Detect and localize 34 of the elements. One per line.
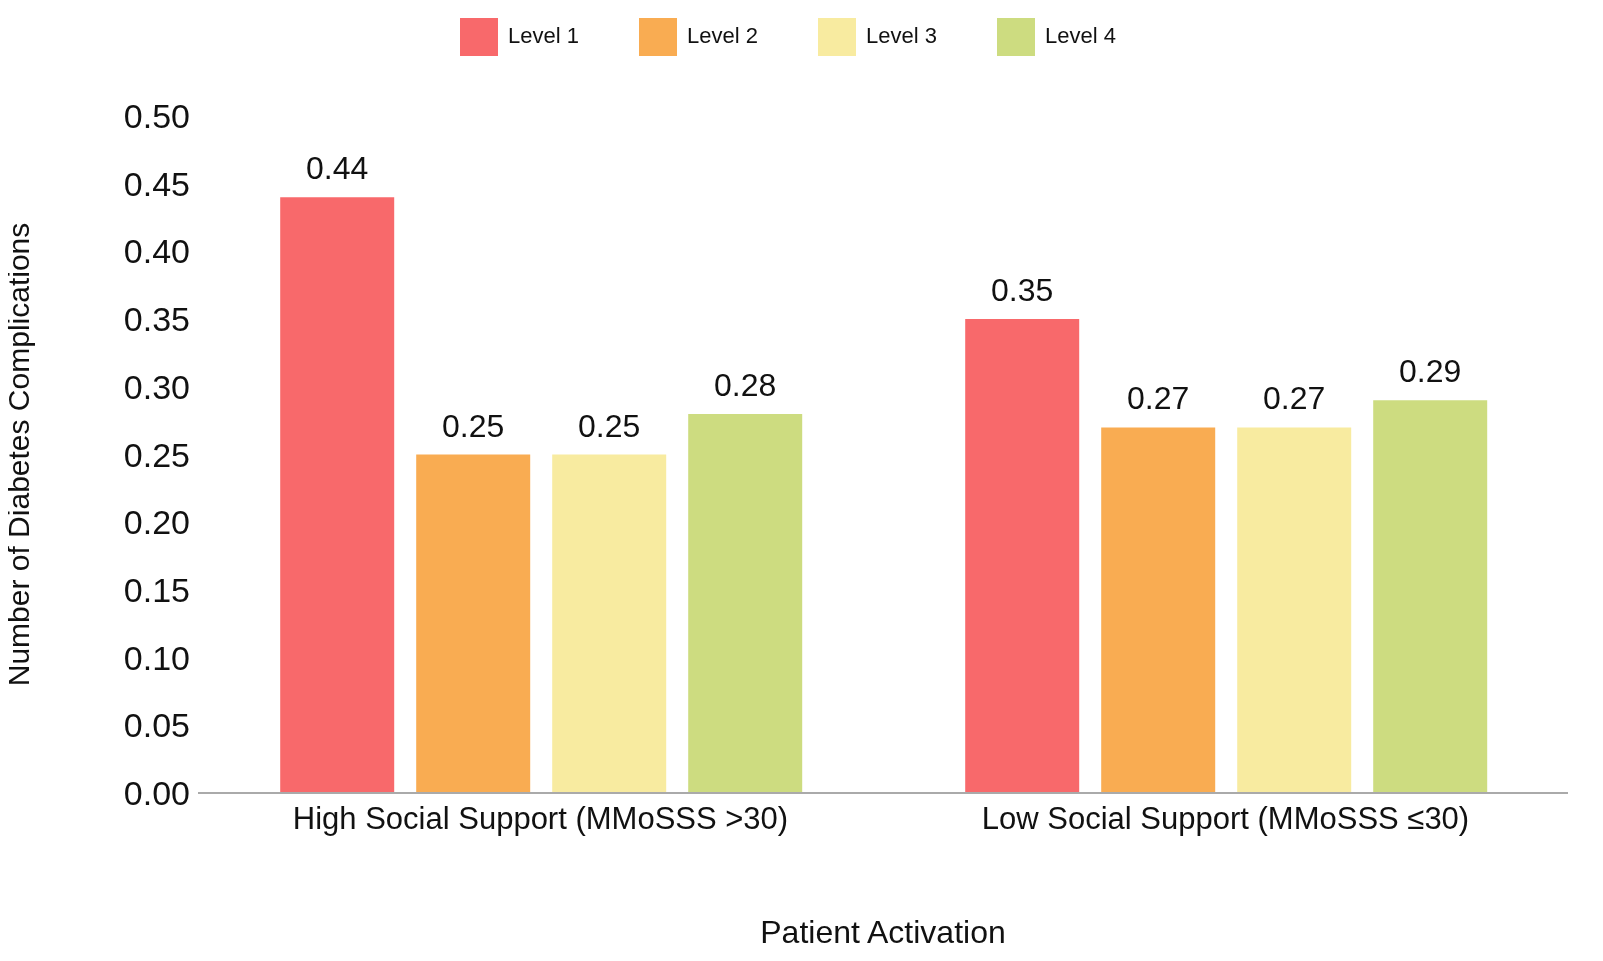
bar — [1237, 427, 1352, 793]
y-tick-label: 0.35 — [123, 300, 190, 339]
y-tick-label: 0.10 — [123, 638, 190, 677]
y-tick-label: 0.05 — [123, 706, 190, 745]
y-tick-label: 0.30 — [123, 367, 190, 406]
data-label: 0.44 — [306, 150, 369, 187]
data-label: 0.27 — [1127, 380, 1190, 417]
bar — [965, 319, 1080, 793]
legend-label: Level 2 — [687, 22, 758, 48]
data-label: 0.25 — [578, 407, 641, 444]
y-tick-label: 0.20 — [123, 503, 190, 542]
bar — [1101, 427, 1216, 793]
y-tick-label: 0.00 — [123, 774, 190, 813]
y-tick-label: 0.50 — [123, 97, 190, 136]
y-tick-label: 0.15 — [123, 570, 190, 609]
bar — [552, 454, 667, 793]
data-label: 0.27 — [1263, 380, 1326, 417]
bar — [416, 454, 531, 793]
bar — [280, 197, 395, 793]
x-tick-label: High Social Support (MMoSSS >30) — [292, 801, 789, 837]
data-label: 0.29 — [1399, 353, 1462, 390]
legend-label: Level 3 — [866, 22, 937, 48]
legend-label: Level 1 — [508, 22, 580, 48]
data-label: 0.28 — [714, 366, 777, 403]
bar — [1373, 400, 1488, 793]
data-label: 0.25 — [442, 407, 505, 444]
x-axis-title: Patient Activation — [760, 914, 1006, 950]
legend-label: Level 4 — [1044, 22, 1116, 48]
bar — [688, 413, 803, 793]
y-tick-label: 0.40 — [123, 232, 190, 271]
data-label: 0.35 — [991, 272, 1054, 309]
y-tick-label: 0.45 — [123, 164, 190, 203]
y-tick-label: 0.25 — [123, 435, 190, 474]
x-tick-label: Low Social Support (MMoSSS ≤30) — [981, 801, 1470, 837]
